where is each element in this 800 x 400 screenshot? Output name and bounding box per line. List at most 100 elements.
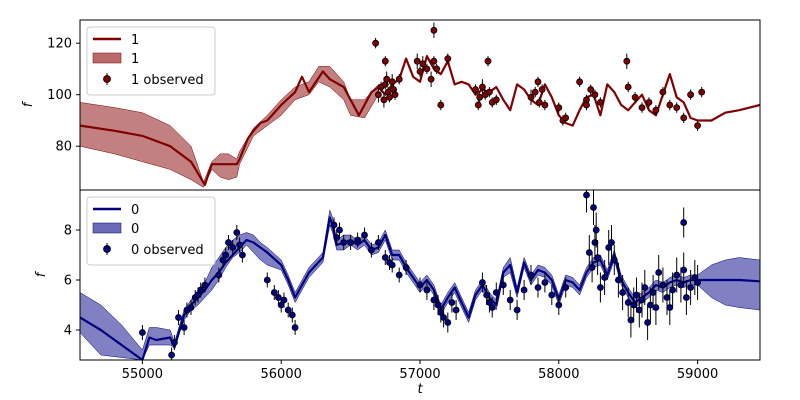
observed-point <box>437 101 445 109</box>
observed-point <box>673 271 681 279</box>
observed-point <box>655 269 663 276</box>
observed-point <box>383 75 391 83</box>
observed-point <box>513 306 521 314</box>
observed-point <box>548 291 556 299</box>
observed-point <box>644 319 651 326</box>
observed-point <box>624 299 632 306</box>
observed-point <box>683 294 690 301</box>
observed-point <box>534 78 542 86</box>
observed-point <box>340 239 348 246</box>
observed-point <box>388 78 396 86</box>
observed-point <box>354 236 362 244</box>
observed-point <box>430 26 438 34</box>
observed-point <box>416 68 424 75</box>
top-legend: 1 1 1 observed <box>86 26 216 96</box>
observed-point <box>527 93 535 101</box>
observed-point <box>608 239 615 246</box>
observed-point <box>238 251 246 259</box>
observed-point <box>652 106 660 114</box>
observed-point <box>395 75 403 83</box>
observed-point <box>395 271 403 279</box>
observed-point <box>535 99 543 106</box>
x-axis-label: t <box>417 382 423 397</box>
observed-point <box>663 294 671 301</box>
observed-point <box>416 281 424 289</box>
observed-point <box>562 114 570 122</box>
observed-point <box>423 286 431 294</box>
observed-point <box>627 316 635 324</box>
observed-point <box>520 286 528 294</box>
observed-point <box>433 65 441 73</box>
observed-point <box>531 88 539 96</box>
observed-point <box>601 274 608 281</box>
observed-point <box>555 301 563 309</box>
observed-point <box>201 281 209 289</box>
observed-point <box>630 301 638 309</box>
observed-point <box>590 204 597 211</box>
top-legend-points-label: 1 observed <box>131 73 204 88</box>
observed-point <box>597 284 604 291</box>
observed-point <box>222 251 230 259</box>
observed-point <box>381 57 389 65</box>
y-tick-label: 120 <box>47 37 72 52</box>
observed-point <box>175 314 182 321</box>
observed-point <box>641 284 649 291</box>
y-tick-label: 100 <box>47 88 72 103</box>
observed-point <box>687 91 694 99</box>
observed-point <box>374 91 382 99</box>
observed-point <box>274 294 282 301</box>
top-legend-band-label: 1 <box>131 52 139 67</box>
observed-point <box>576 78 583 86</box>
bottom-legend-box <box>86 196 216 266</box>
observed-point <box>330 221 338 229</box>
observed-point <box>374 239 382 246</box>
observed-point <box>452 306 460 314</box>
observed-point <box>583 191 590 199</box>
observed-point <box>427 75 435 83</box>
observed-point <box>168 351 176 359</box>
observed-point <box>538 86 546 93</box>
observed-point <box>478 279 486 286</box>
observed-point <box>388 261 396 269</box>
observed-point <box>698 88 706 96</box>
observed-point <box>492 96 500 104</box>
model-line <box>80 54 760 186</box>
observed-point <box>381 254 389 261</box>
observed-point <box>170 339 178 346</box>
top-legend-band-swatch <box>92 52 122 64</box>
observed-point <box>380 96 388 104</box>
observed-point <box>270 289 278 296</box>
x-tick-label: 59000 <box>677 367 718 382</box>
observed-point <box>562 284 570 291</box>
observed-point <box>659 281 667 289</box>
observed-point <box>591 239 599 246</box>
x-tick-label: 56000 <box>261 367 302 382</box>
top-legend-point-swatch <box>103 75 111 83</box>
top-y-ticks: 80 100 120 <box>47 37 80 155</box>
observed-point <box>233 229 241 236</box>
observed-point <box>669 286 676 294</box>
observed-point <box>291 324 299 331</box>
observed-point <box>472 86 479 93</box>
observed-point <box>587 86 595 93</box>
observed-point <box>391 91 399 99</box>
observed-point <box>615 276 622 284</box>
observed-point <box>372 39 380 47</box>
top-legend-box <box>86 26 216 96</box>
observed-point <box>478 83 486 91</box>
observed-point <box>649 289 657 296</box>
observed-point <box>541 101 549 109</box>
observed-point <box>694 279 701 286</box>
observed-point <box>534 284 542 291</box>
observed-point <box>597 99 604 106</box>
observed-point <box>680 219 688 226</box>
observed-point <box>592 226 600 234</box>
observed-point <box>680 114 688 122</box>
observed-point <box>666 101 674 109</box>
observed-point <box>506 296 514 304</box>
observed-point <box>347 239 355 246</box>
observed-point <box>652 304 660 311</box>
top-plot-area <box>80 22 760 188</box>
observed-point <box>635 306 643 314</box>
observed-point <box>647 301 654 309</box>
